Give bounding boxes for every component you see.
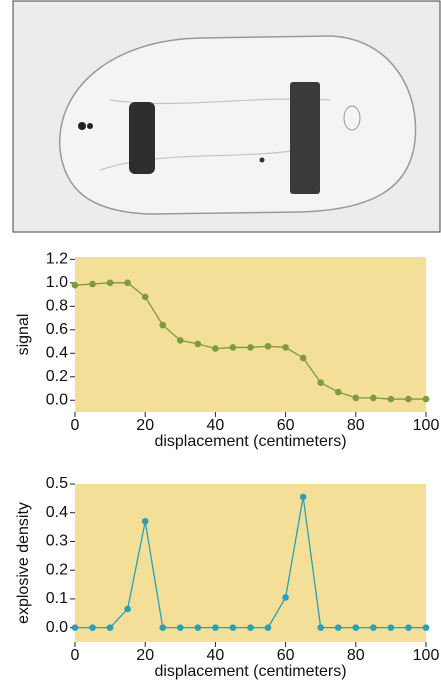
data-point — [282, 594, 289, 601]
data-point — [370, 394, 377, 402]
data-point — [299, 354, 307, 362]
y-tick-label: 0.3 — [46, 533, 68, 550]
data-point — [89, 280, 96, 288]
y-axis-label: signal — [15, 314, 32, 356]
y-tick-label: 0.0 — [46, 619, 68, 636]
data-point — [229, 624, 237, 631]
data-point — [422, 624, 430, 631]
data-point — [352, 394, 360, 402]
y-tick-label: 0.6 — [46, 321, 68, 338]
y-tick-label: 1.0 — [46, 274, 68, 291]
data-point — [387, 624, 395, 631]
y-tick-label: 0.4 — [46, 504, 68, 521]
scan-image — [12, 0, 441, 233]
x-tick-label: 40 — [207, 417, 225, 434]
y-tick-label: 0.2 — [46, 368, 68, 385]
x-tick-label: 60 — [277, 647, 295, 664]
data-point — [334, 624, 342, 631]
y-tick-label: 0.0 — [46, 391, 68, 408]
data-point — [334, 388, 342, 396]
x-tick-label: 100 — [413, 647, 440, 664]
data-point — [177, 624, 184, 631]
x-tick-label: 40 — [207, 647, 225, 664]
data-point — [299, 493, 307, 501]
data-point — [282, 344, 289, 351]
y-tick-label: 0.5 — [46, 475, 68, 492]
y-tick-label: 0.4 — [46, 345, 68, 362]
data-point — [89, 624, 96, 631]
x-tick-label: 0 — [71, 417, 80, 434]
plot-background — [75, 257, 426, 412]
data-point — [71, 281, 79, 289]
data-point — [106, 279, 114, 287]
data-point — [387, 395, 395, 403]
data-point — [194, 340, 202, 348]
y-axis-label: explosive density — [15, 502, 32, 624]
data-point — [405, 624, 412, 631]
data-point — [317, 379, 325, 386]
x-tick-label: 60 — [277, 417, 295, 434]
data-point — [212, 624, 219, 631]
data-point — [106, 624, 114, 631]
x-axis-label: displacement (centimeters) — [154, 663, 346, 680]
x-tick-label: 20 — [136, 647, 154, 664]
y-tick-label: 0.2 — [46, 561, 68, 578]
x-tick-label: 80 — [347, 417, 365, 434]
plot-background — [75, 484, 426, 642]
x-axis-label: displacement (centimeters) — [154, 433, 346, 450]
y-tick-label: 0.8 — [46, 298, 68, 315]
data-point — [141, 518, 149, 525]
data-point — [124, 279, 131, 287]
data-point — [229, 344, 237, 351]
data-point — [141, 293, 149, 301]
data-point — [422, 395, 430, 403]
data-point — [177, 337, 184, 344]
data-point — [159, 321, 167, 329]
data-point — [264, 624, 272, 631]
data-point — [212, 345, 219, 352]
data-point — [124, 605, 131, 613]
data-point — [317, 624, 325, 631]
data-point — [264, 342, 272, 350]
x-tick-label: 100 — [413, 417, 440, 434]
data-point — [405, 395, 412, 403]
data-point — [370, 624, 377, 631]
data-point — [352, 624, 360, 631]
x-tick-label: 0 — [71, 647, 80, 664]
y-tick-label: 1.2 — [46, 251, 68, 268]
data-point — [247, 624, 254, 631]
data-point — [159, 624, 167, 631]
x-tick-label: 20 — [136, 417, 154, 434]
y-tick-label: 0.1 — [46, 590, 68, 607]
data-point — [71, 624, 79, 631]
data-point — [194, 624, 202, 631]
data-point — [247, 344, 254, 351]
x-tick-label: 80 — [347, 647, 365, 664]
